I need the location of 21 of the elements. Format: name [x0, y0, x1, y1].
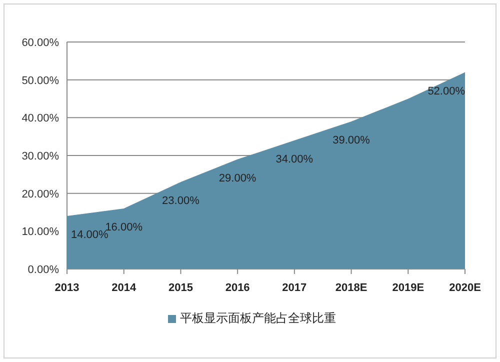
data-label: 39.00% [332, 134, 370, 146]
x-tick-label: 2013 [54, 282, 80, 294]
y-tick-label: 60.00% [22, 37, 60, 49]
data-label: 34.00% [276, 153, 314, 166]
x-tick-label: 2019E [392, 282, 424, 294]
data-label: 29.00% [218, 172, 256, 184]
x-tick-label: 2020E [449, 282, 481, 294]
y-tick-label: 50.00% [22, 74, 60, 87]
x-tick-label: 2014 [112, 282, 137, 294]
x-tick-label: 2016 [225, 282, 250, 294]
x-tick-label: 2017 [282, 282, 307, 294]
y-tick-label: 0.00% [28, 264, 60, 276]
data-label: 52.00% [428, 85, 466, 98]
y-tick-label: 40.00% [22, 112, 60, 125]
x-tick-label: 2018E [335, 282, 368, 294]
y-tick-label: 20.00% [22, 188, 60, 200]
y-tick-label: 10.00% [22, 226, 60, 238]
legend-label: 平板显示面板产能占全球比重 [180, 311, 336, 325]
data-label: 23.00% [162, 194, 200, 207]
x-tick-label: 2015 [168, 282, 193, 294]
y-tick-label: 30.00% [22, 150, 60, 162]
